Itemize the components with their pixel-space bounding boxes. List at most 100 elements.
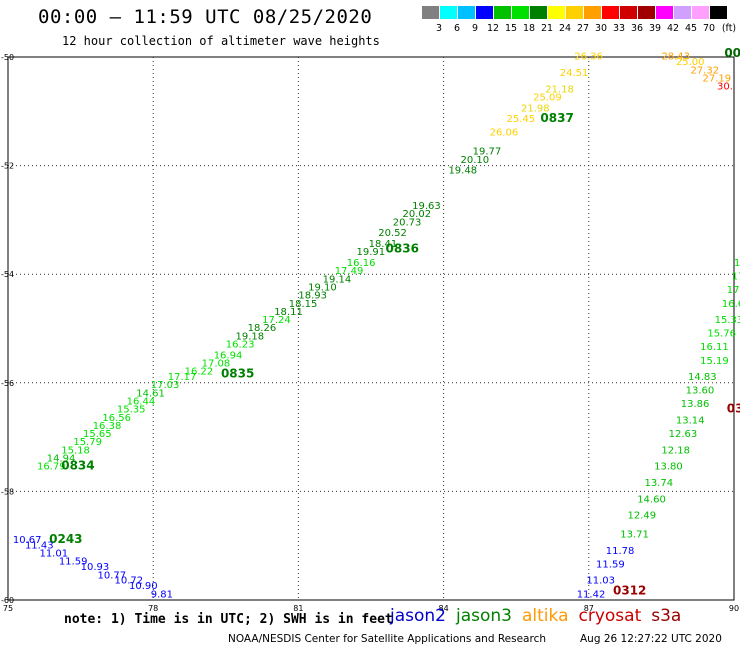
wave-height-value: 16.61	[722, 299, 740, 310]
latitude-tick-label: -58	[1, 487, 14, 496]
legend-item-s3a: s3a	[651, 606, 682, 626]
wave-height-value: 25.45	[507, 114, 536, 125]
color-swatch	[512, 6, 529, 19]
color-swatch	[440, 6, 457, 19]
wave-height-value: 13.74	[644, 478, 673, 489]
wave-height-value: 14.60	[637, 494, 666, 505]
longitude-tick-label: 84	[439, 604, 449, 613]
wave-height-value: 15.19	[700, 356, 729, 367]
wave-height-value: 16.22	[185, 367, 214, 378]
wave-height-value: 16.79	[37, 462, 66, 473]
wave-height-value: 10.67	[13, 535, 42, 546]
longitude-tick-label: 87	[584, 604, 594, 613]
wave-height-value: 15.65	[83, 429, 112, 440]
wave-height-value: 16.38	[93, 421, 122, 432]
color-scale-label: 45	[684, 23, 698, 34]
wave-height-value: 21.18	[545, 84, 574, 95]
longitude-tick-label: 90	[729, 604, 739, 613]
wave-height-value: 10.93	[81, 562, 110, 573]
wave-height-value: 17.81	[727, 285, 740, 296]
wave-height-value: 11.01	[39, 549, 68, 560]
wave-height-value: 13.60	[686, 386, 715, 397]
wave-height-value: 20.73	[393, 217, 422, 228]
color-scale-label: 3	[435, 23, 443, 34]
map-frame	[7, 56, 735, 601]
color-scale-label: 36	[630, 23, 644, 34]
pass-time-label: 0243	[49, 532, 82, 546]
color-swatch	[656, 6, 673, 19]
wave-height-value: 16.16	[347, 258, 376, 269]
wave-height-value: 10.77	[98, 570, 127, 581]
page-subtitle: 12 hour collection of altimeter wave hei…	[62, 34, 380, 48]
color-swatch	[674, 6, 691, 19]
wave-height-value: 10.90	[129, 581, 158, 592]
wave-height-value: 11.03	[586, 576, 615, 587]
wave-height-value: 13.14	[676, 416, 705, 427]
wave-height-value: 18.93	[298, 291, 327, 302]
wave-height-value: 10.72	[114, 576, 143, 587]
color-scale-label: 18	[522, 23, 536, 34]
wave-height-value: 16.44	[127, 397, 156, 408]
color-swatch	[620, 6, 637, 19]
color-scale-label: 12	[486, 23, 500, 34]
wave-height-value: 17.7	[732, 272, 740, 283]
latitude-tick-label: -50	[1, 53, 14, 62]
color-swatch	[710, 6, 727, 19]
color-scale-label: 6	[453, 23, 461, 34]
wave-height-value: 15.79	[73, 437, 102, 448]
pass-time-label: 0312	[613, 584, 646, 598]
color-scale-label: 39	[648, 23, 662, 34]
wave-height-value: 19.10	[308, 282, 337, 293]
wave-height-value: 18.41	[369, 239, 398, 250]
wave-height-value: 20.10	[461, 155, 490, 166]
wave-height-value: 13.80	[654, 462, 683, 473]
legend-item-altika: altika	[522, 606, 569, 626]
pass-time-label: 0834	[61, 459, 94, 473]
color-swatch	[422, 6, 439, 19]
footer-timestamp: Aug 26 12:27:22 UTC 2020	[580, 633, 722, 645]
wave-height-value: 14.61	[136, 388, 165, 399]
wave-height-value: 26.06	[490, 128, 519, 139]
color-swatch	[602, 6, 619, 19]
color-scale-label: 15	[504, 23, 518, 34]
wave-height-value: 15.18	[61, 445, 90, 456]
legend-item-cryosat: cryosat	[578, 606, 642, 626]
wave-height-value: 17.03	[151, 380, 180, 391]
color-swatch	[494, 6, 511, 19]
wave-height-value: 19.63	[412, 201, 441, 212]
wave-height-value: 13.71	[620, 530, 649, 541]
wave-height-value: 25.00	[676, 57, 705, 68]
color-swatch	[530, 6, 547, 19]
longitude-tick-label: 75	[3, 604, 13, 613]
wave-height-value: 19.48	[448, 166, 477, 177]
wave-height-value: 17.08	[202, 359, 231, 370]
latitude-tick-label: -52	[1, 162, 14, 171]
latitude-tick-label: -56	[1, 379, 14, 388]
wave-height-value: 19.18	[235, 331, 264, 342]
satellite-legend: jason2 jason3 altika cryosat s3a	[390, 606, 691, 626]
wave-height-value: 20.52	[378, 228, 407, 239]
wave-height-value: 14.83	[688, 372, 717, 383]
wave-height-value: 18.11	[274, 307, 303, 318]
wave-height-value: 18.15	[289, 299, 318, 310]
wave-height-value: 18.26	[248, 323, 277, 334]
wave-height-value: 11.59	[596, 559, 625, 570]
wave-height-value: 19.91	[356, 247, 385, 258]
wave-height-value: 17.24	[262, 315, 291, 326]
color-scale-legend: 3 6 9 12 15 18 21 24 27 30 33 36 39 42 45 70 (ft)	[422, 6, 736, 36]
color-scale-label: 33	[612, 23, 626, 34]
wave-height-value: 11.43	[25, 540, 54, 551]
pass-time-label: 0835	[221, 366, 254, 380]
latitude-tick-label: -60	[1, 596, 14, 605]
latitude-tick-label: -54	[1, 270, 14, 279]
pass-time-label: 0837	[540, 111, 573, 125]
legend-item-jason3: jason3	[456, 606, 512, 626]
wave-height-value: 15.35	[117, 405, 146, 416]
wave-height-value: 11.59	[59, 557, 88, 568]
wave-height-value: 11.42	[577, 589, 606, 600]
longitude-tick-label: 81	[293, 604, 303, 613]
color-swatch	[692, 6, 709, 19]
wave-height-value: 14.94	[47, 454, 76, 465]
color-scale-unit: (ft)	[721, 23, 737, 34]
wave-height-value: 12.63	[669, 429, 698, 440]
